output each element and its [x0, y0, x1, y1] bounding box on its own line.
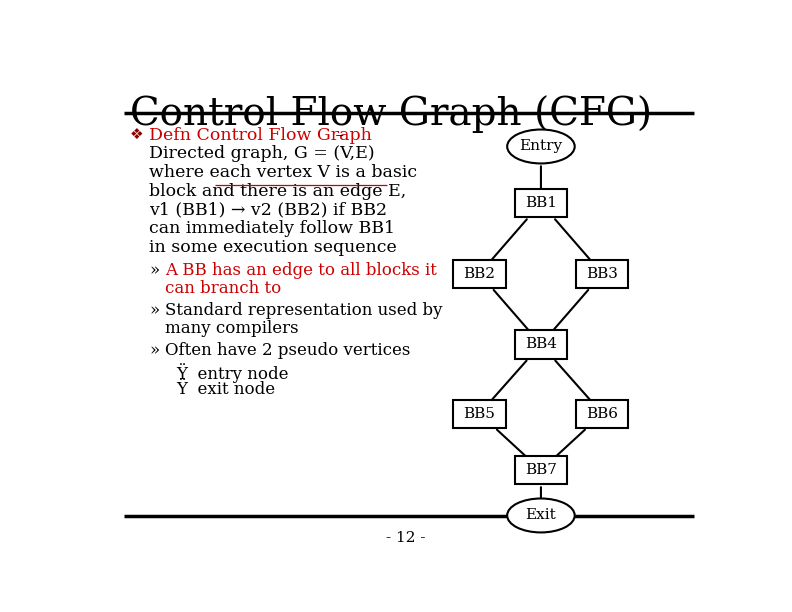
- FancyBboxPatch shape: [515, 456, 567, 484]
- Text: ❖: ❖: [130, 127, 143, 142]
- Text: »: »: [150, 262, 159, 279]
- Text: Standard representation used by: Standard representation used by: [165, 302, 442, 319]
- Text: Ÿ  entry node: Ÿ entry node: [176, 364, 288, 383]
- Text: can immediately follow BB1: can immediately follow BB1: [150, 220, 395, 237]
- Text: BB4: BB4: [525, 337, 557, 351]
- Text: - 12 -: - 12 -: [386, 531, 425, 545]
- Text: Entry: Entry: [520, 140, 562, 154]
- Text: BB6: BB6: [586, 407, 619, 420]
- Text: many compilers: many compilers: [165, 320, 299, 337]
- Text: where each vertex V is a basic: where each vertex V is a basic: [150, 164, 417, 181]
- Text: block and there is an edge E,: block and there is an edge E,: [150, 183, 406, 200]
- Text: BB7: BB7: [525, 463, 557, 477]
- Ellipse shape: [507, 130, 575, 163]
- FancyBboxPatch shape: [577, 400, 628, 428]
- FancyBboxPatch shape: [454, 259, 505, 288]
- Ellipse shape: [507, 499, 575, 532]
- Text: »: »: [150, 342, 159, 359]
- FancyBboxPatch shape: [515, 330, 567, 359]
- Text: BB1: BB1: [525, 196, 557, 210]
- Text: –: –: [330, 127, 345, 144]
- Text: Defn Control Flow Graph: Defn Control Flow Graph: [150, 127, 372, 144]
- Text: BB2: BB2: [463, 267, 496, 281]
- Text: in some execution sequence: in some execution sequence: [150, 239, 397, 256]
- Text: Often have 2 pseudo vertices: Often have 2 pseudo vertices: [165, 342, 410, 359]
- Text: Exit: Exit: [526, 509, 556, 523]
- Text: BB3: BB3: [586, 267, 619, 281]
- FancyBboxPatch shape: [515, 189, 567, 217]
- Text: BB5: BB5: [463, 407, 496, 420]
- Text: Ÿ  exit node: Ÿ exit node: [176, 381, 275, 398]
- Text: A BB has an edge to all blocks it: A BB has an edge to all blocks it: [165, 262, 436, 279]
- Text: Directed graph, G = (V,E): Directed graph, G = (V,E): [150, 145, 375, 162]
- Text: can branch to: can branch to: [165, 280, 281, 297]
- FancyBboxPatch shape: [577, 259, 628, 288]
- Text: Control Flow Graph (CFG): Control Flow Graph (CFG): [130, 95, 652, 133]
- FancyBboxPatch shape: [454, 400, 505, 428]
- Text: »: »: [150, 302, 159, 319]
- Text: v1 (BB1) → v2 (BB2) if BB2: v1 (BB1) → v2 (BB2) if BB2: [150, 201, 387, 218]
